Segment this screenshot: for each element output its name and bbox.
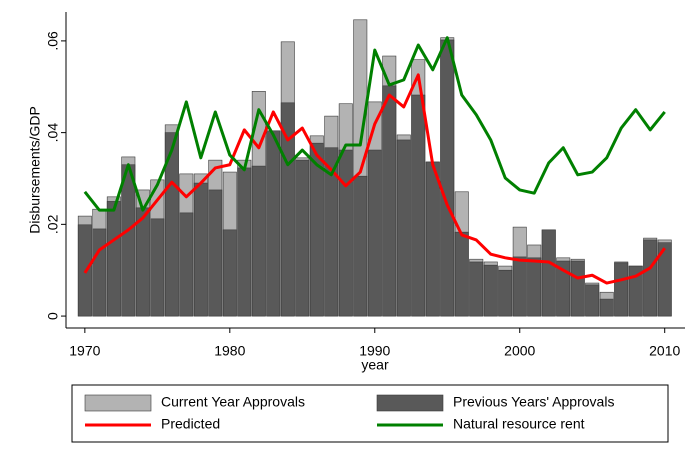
bar — [657, 242, 672, 317]
bar — [150, 218, 165, 317]
bar — [411, 94, 426, 317]
legend-label: Current Year Approvals — [161, 394, 305, 410]
bar — [382, 85, 397, 317]
line — [83, 36, 666, 212]
x-tick-label: 2000 — [504, 343, 535, 359]
bar — [193, 182, 208, 317]
bar — [396, 139, 411, 317]
bar — [222, 229, 237, 317]
bar — [556, 260, 571, 317]
bar — [483, 264, 498, 317]
bar — [599, 298, 614, 317]
x-axis-title: year — [361, 357, 389, 373]
legend-label: Natural resource rent — [453, 416, 585, 432]
y-tick-label: 0 — [45, 312, 61, 320]
bar — [353, 175, 368, 317]
y-axis-title: Disbursements/GDP — [27, 106, 43, 234]
bar — [454, 231, 469, 317]
bar — [106, 201, 121, 317]
line — [83, 73, 666, 285]
bar — [295, 159, 310, 317]
bar — [266, 130, 281, 317]
bar — [469, 261, 484, 317]
bar — [367, 149, 382, 317]
bar — [324, 147, 339, 317]
bar — [614, 262, 629, 317]
bar — [251, 165, 266, 317]
bar — [309, 142, 324, 317]
x-tick-label: 1970 — [69, 343, 100, 359]
x-tick-label: 1990 — [359, 343, 390, 359]
bar — [498, 269, 513, 317]
bar — [440, 39, 455, 317]
bar — [121, 164, 136, 317]
x-tick-label: 2010 — [649, 343, 680, 359]
legend-label: Predicted — [161, 416, 220, 432]
bar — [135, 207, 150, 317]
bar — [237, 167, 252, 317]
bar — [643, 239, 658, 317]
bar — [527, 257, 542, 317]
x-tick-label: 1980 — [214, 343, 245, 359]
legend-swatch — [376, 394, 444, 412]
y-tick-label: .04 — [45, 123, 61, 143]
bar — [179, 212, 194, 317]
legend-swatch — [84, 394, 152, 412]
legend-label: Previous Years' Approvals — [453, 394, 614, 410]
y-tick-label: .06 — [45, 31, 61, 51]
bar — [164, 132, 179, 317]
bar — [585, 284, 600, 317]
bar — [541, 229, 556, 317]
bar — [628, 265, 643, 317]
bar — [512, 256, 527, 317]
bar — [570, 260, 585, 317]
bar — [92, 228, 107, 317]
legend-box — [71, 384, 669, 443]
bar — [425, 161, 440, 317]
bar — [208, 189, 223, 317]
bar — [338, 149, 353, 317]
y-tick-label: .02 — [45, 214, 61, 234]
